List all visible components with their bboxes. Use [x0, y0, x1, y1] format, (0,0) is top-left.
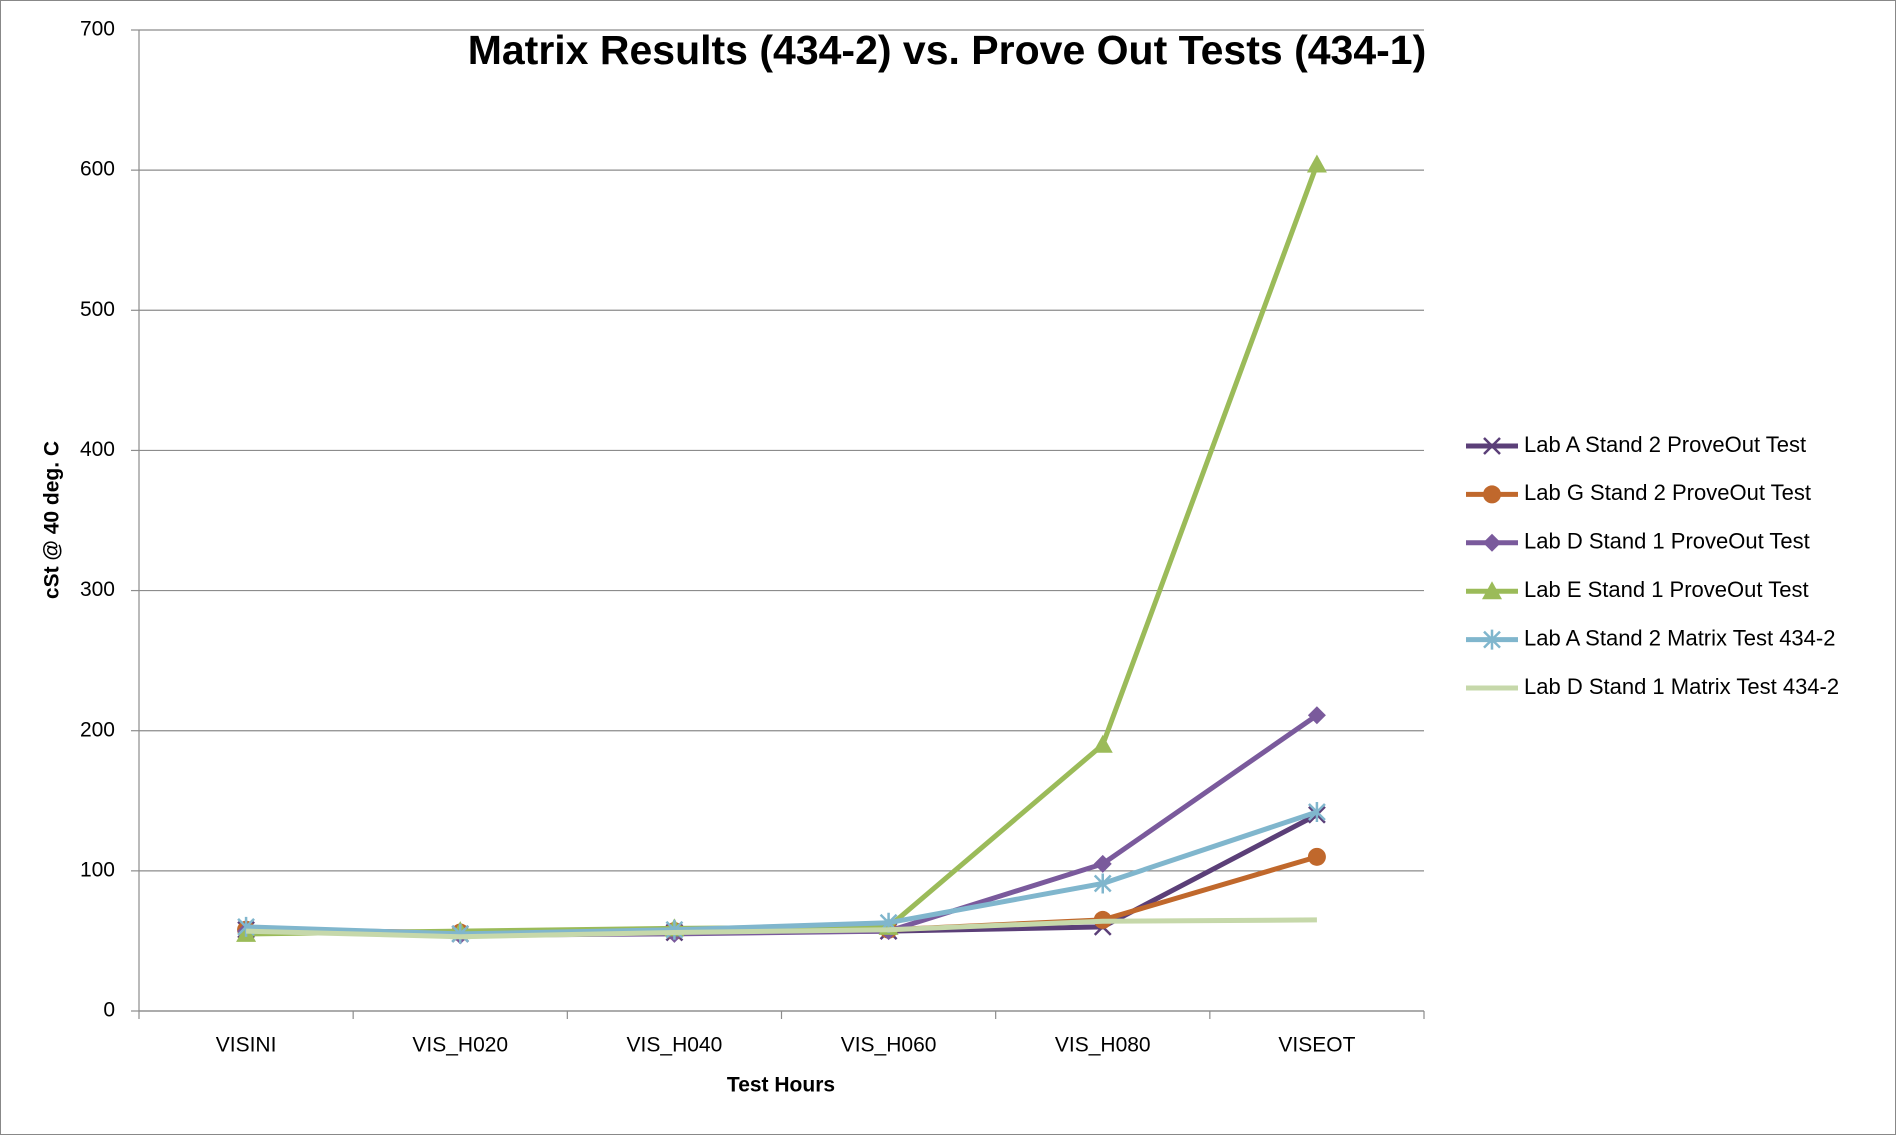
- x-axis-label: Test Hours: [727, 1074, 835, 1097]
- y-tick-label: 100: [80, 858, 115, 881]
- y-tick-label: 0: [103, 999, 115, 1022]
- legend-label: Lab A Stand 2 Matrix Test 434-2: [1524, 625, 1835, 650]
- marker: [1483, 629, 1501, 650]
- marker: [1306, 154, 1327, 173]
- marker: [1483, 533, 1501, 552]
- series-line: [246, 917, 1317, 940]
- legend-label: Lab A Stand 2 ProveOut Test: [1524, 432, 1806, 457]
- x-tick-label: VISINI: [216, 1034, 277, 1057]
- x-tick-label: VIS_H040: [627, 1034, 723, 1057]
- marker: [1483, 485, 1501, 504]
- series-line: [246, 809, 1318, 937]
- y-tick-label: 700: [80, 18, 115, 41]
- y-tick-label: 300: [80, 578, 115, 601]
- y-tick-label: 200: [80, 718, 115, 741]
- y-axis-label: cSt @ 40 deg. C: [41, 441, 64, 599]
- marker: [1483, 437, 1501, 455]
- y-tick-label: 400: [80, 438, 115, 461]
- marker: [1307, 847, 1326, 866]
- marker: [1092, 734, 1113, 753]
- marker: [1307, 706, 1326, 725]
- marker: [1308, 801, 1326, 822]
- legend-label: Lab D Stand 1 Matrix Test 434-2: [1524, 674, 1839, 699]
- legend-label: Lab D Stand 1 ProveOut Test: [1524, 529, 1810, 554]
- y-tick-label: 500: [80, 298, 115, 321]
- legend-label: Lab G Stand 2 ProveOut Test: [1524, 480, 1811, 505]
- x-tick-label: VIS_H080: [1055, 1034, 1151, 1057]
- x-tick-label: VIS_H060: [841, 1034, 937, 1057]
- x-tick-label: VISEOT: [1278, 1034, 1355, 1057]
- chart-title: Matrix Results (434-2) vs. Prove Out Tes…: [468, 27, 1427, 73]
- legend-label: Lab E Stand 1 ProveOut Test: [1524, 577, 1809, 602]
- y-tick-label: 600: [80, 158, 115, 181]
- marker: [1093, 873, 1112, 894]
- marker: [451, 923, 470, 944]
- x-tick-label: VIS_H020: [412, 1034, 508, 1057]
- marker: [1482, 581, 1502, 600]
- marker: [1093, 854, 1112, 873]
